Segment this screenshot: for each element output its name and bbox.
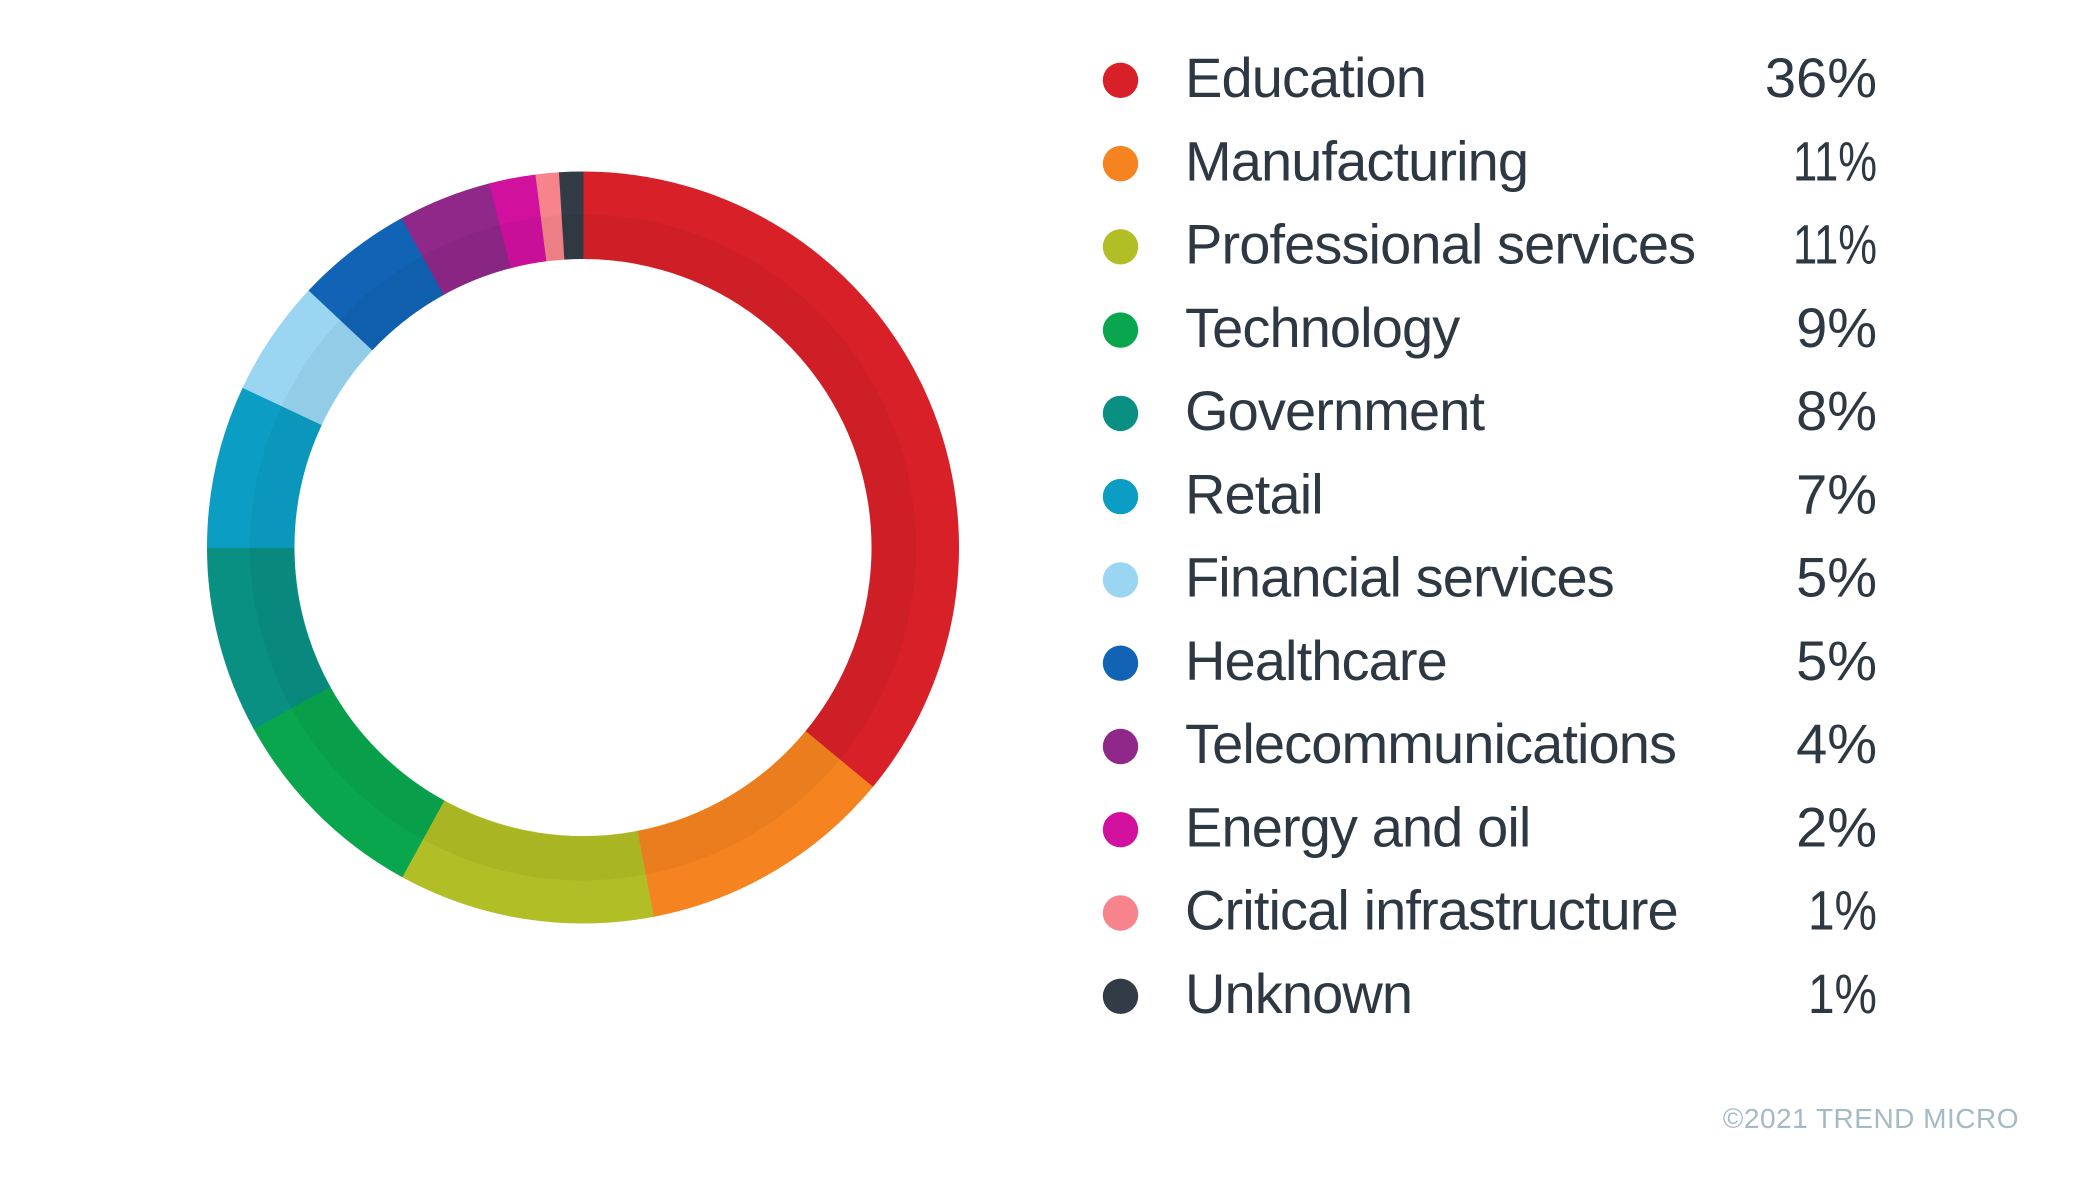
svg-text:36%: 36% bbox=[1765, 46, 1877, 109]
svg-text:2%: 2% bbox=[1796, 795, 1877, 858]
svg-text:5%: 5% bbox=[1796, 546, 1877, 609]
svg-text:Government: Government bbox=[1185, 379, 1485, 442]
svg-text:Energy and oil: Energy and oil bbox=[1185, 795, 1530, 858]
svg-text:Education: Education bbox=[1185, 46, 1426, 109]
svg-text:©2021 TREND MICRO: ©2021 TREND MICRO bbox=[1723, 1103, 2019, 1134]
svg-text:Technology: Technology bbox=[1185, 296, 1460, 359]
svg-text:Professional services: Professional services bbox=[1185, 213, 1695, 276]
svg-text:Unknown: Unknown bbox=[1185, 962, 1412, 1025]
svg-text:Healthcare: Healthcare bbox=[1185, 629, 1447, 692]
svg-text:Manufacturing: Manufacturing bbox=[1185, 129, 1528, 192]
svg-text:8%: 8% bbox=[1796, 379, 1877, 442]
svg-text:Critical infrastructure: Critical infrastructure bbox=[1185, 879, 1678, 942]
svg-text:4%: 4% bbox=[1796, 712, 1877, 775]
svg-text:Financial services: Financial services bbox=[1185, 546, 1614, 609]
svg-text:11%: 11% bbox=[1793, 129, 1877, 192]
svg-text:Retail: Retail bbox=[1185, 462, 1323, 525]
svg-text:7%: 7% bbox=[1796, 462, 1877, 525]
svg-text:5%: 5% bbox=[1796, 629, 1877, 692]
svg-text:9%: 9% bbox=[1796, 296, 1877, 359]
svg-text:11%: 11% bbox=[1793, 213, 1877, 276]
svg-text:Telecommunications: Telecommunications bbox=[1185, 712, 1676, 775]
svg-text:1%: 1% bbox=[1808, 962, 1877, 1025]
svg-text:1%: 1% bbox=[1808, 879, 1877, 942]
